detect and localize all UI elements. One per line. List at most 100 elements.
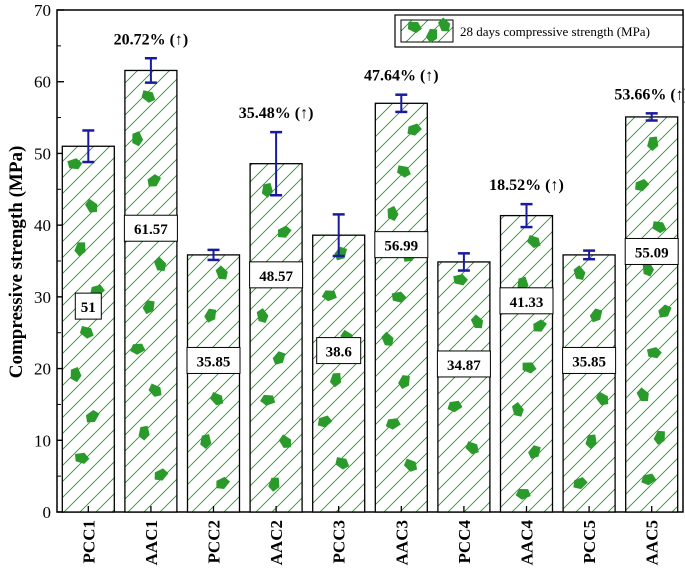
increase-label: 35.48% (↑) (239, 105, 314, 122)
value-label: 35.85 (572, 354, 606, 370)
bar-group: 34.87 (436, 252, 491, 513)
bar-pattern-flake (387, 205, 399, 222)
y-tick-label: 50 (34, 144, 51, 163)
value-label-box (316, 337, 362, 365)
bar-pattern-flake (647, 136, 659, 151)
bar-pattern-flake (132, 131, 144, 147)
legend-flake (407, 21, 422, 34)
bar-pattern-flake (573, 477, 588, 490)
y-tick-label: 0 (43, 503, 52, 522)
bar-pattern-flake (397, 165, 411, 178)
y-axis-title: Compressive strength (MPa) (6, 146, 27, 379)
bar-pattern-flake (453, 274, 468, 286)
bar-pattern-flake (148, 383, 162, 397)
bar-pattern-flake (138, 425, 150, 441)
bar-pattern-flake (85, 409, 100, 423)
value-label: 48.57 (259, 269, 293, 285)
x-tick-label: PCC2 (205, 520, 224, 563)
value-label-box (499, 287, 554, 315)
value-label-box (436, 350, 491, 378)
value-label: 56.99 (384, 239, 418, 255)
legend-flake (438, 17, 451, 32)
bar-pattern-flake (646, 347, 662, 359)
bar-pattern-flake (260, 394, 276, 406)
x-tick-label: PCC3 (330, 520, 349, 563)
y-tick-label: 60 (34, 73, 51, 92)
value-label-box (74, 292, 102, 320)
bar-pattern-flake (636, 387, 649, 402)
value-label-box (562, 346, 617, 374)
x-tick-label: AAC1 (142, 520, 161, 565)
bar-pattern-flake (142, 300, 155, 315)
bar (186, 254, 241, 513)
bar-pattern-flake (403, 458, 418, 472)
bar-pattern-flake (385, 418, 401, 430)
bar-group: 35.85 (186, 248, 241, 513)
bar-pattern-flake (573, 265, 586, 280)
legend: 28 days compressive strength (MPa) (394, 14, 684, 48)
bar-pattern-flake (642, 261, 654, 277)
x-tick-label: PCC4 (455, 520, 474, 564)
value-label: 34.87 (447, 358, 481, 374)
bar-pattern-flake (75, 452, 90, 464)
bar-pattern-flake (216, 476, 231, 490)
bar-pattern-flake (67, 158, 83, 170)
value-label: 61.57 (134, 222, 168, 238)
bar-group: 55.09 53.66% (↑) (614, 86, 685, 513)
increase-label: 53.66% (↑) (614, 86, 685, 103)
x-tick-label: PCC1 (79, 520, 98, 563)
bar-group: 41.33 18.52% (↑) (489, 177, 564, 513)
bar-pattern-flake (585, 434, 597, 449)
bar (562, 254, 616, 513)
x-tick-label: AAC4 (518, 520, 537, 566)
bar-pattern-flake (515, 488, 531, 500)
increase-label: 20.72% (↑) (114, 31, 189, 48)
legend-label: 28 days compressive strength (MPa) (460, 24, 650, 39)
bar-pattern-flake (321, 290, 337, 302)
bar-pattern-flake (204, 308, 217, 323)
bar (249, 163, 303, 513)
bar-group: 35.85 (562, 249, 617, 513)
value-label-box (374, 231, 429, 259)
bar-pattern-flake (85, 198, 98, 213)
bar-pattern-flake (329, 373, 342, 388)
bar-pattern-flake (407, 123, 422, 136)
bar-pattern-flake (528, 445, 541, 459)
bar-pattern-flake (635, 179, 650, 192)
value-label: 35.85 (197, 354, 231, 370)
bar-pattern-flake (278, 434, 292, 448)
bar-group: 51 (61, 129, 115, 513)
bar-pattern-flake (511, 401, 524, 417)
bar-pattern-flake (658, 304, 672, 318)
bar-pattern-flake (641, 473, 657, 486)
bar-pattern-flake (317, 415, 333, 428)
value-label-box (249, 261, 304, 289)
value-label: 55.09 (635, 245, 669, 261)
bar-pattern-flake (141, 90, 156, 103)
y-tick-label: 20 (34, 360, 51, 379)
y-tick-label: 10 (34, 431, 51, 450)
value-label: 41.33 (510, 295, 544, 311)
bar-pattern-flake (465, 441, 479, 455)
value-label-box (186, 346, 241, 374)
bar-group: 56.99 47.64% (↑) (364, 68, 439, 513)
x-tick-label: AAC2 (267, 520, 286, 565)
bar-pattern-flake (527, 234, 541, 249)
value-label-box (123, 214, 178, 242)
bar-pattern-flake (130, 343, 146, 355)
bar-group: 48.57 35.48% (↑) (239, 105, 314, 513)
bar-pattern-flake (154, 256, 167, 272)
bar-pattern-flake (653, 430, 665, 445)
bar-pattern-flake (533, 319, 547, 332)
bar-pattern-flake (70, 367, 82, 383)
bar-group: 38.6 (312, 213, 366, 513)
value-label: 38.6 (326, 345, 353, 361)
bar-pattern-flake (268, 477, 280, 492)
value-label-box (624, 237, 679, 265)
bar-pattern-flake (398, 375, 410, 390)
bar-pattern-flake (447, 400, 463, 413)
bar-pattern-flake (652, 221, 667, 234)
value-label: 51 (81, 300, 96, 316)
x-tick-label: AAC5 (643, 520, 662, 565)
